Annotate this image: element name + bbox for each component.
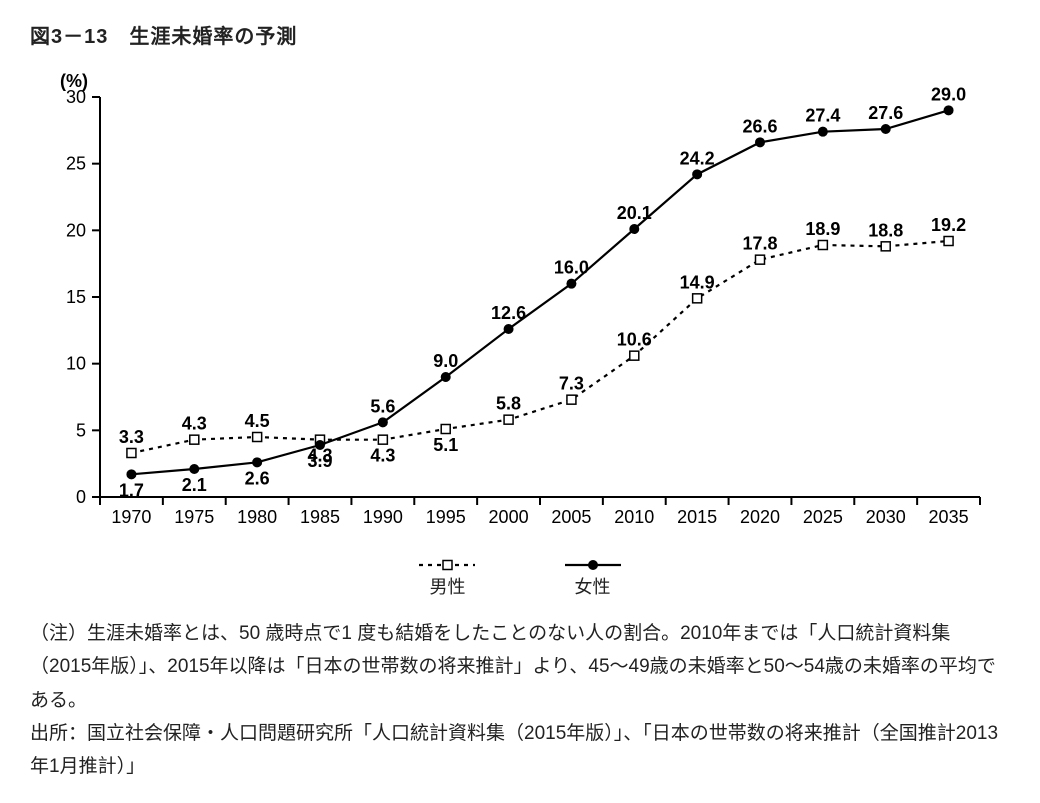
legend-item-male: 男性 [417, 557, 477, 599]
svg-text:27.4: 27.4 [805, 106, 840, 126]
svg-text:3.3: 3.3 [119, 427, 144, 447]
svg-text:24.2: 24.2 [680, 148, 715, 168]
line-chart-svg: (%)0510152025301970197519801985199019952… [40, 67, 1000, 547]
svg-text:10.6: 10.6 [617, 330, 652, 350]
chart-notes: （注）生涯未婚率とは、50 歳時点で1 度も結婚をしたことのない人の割合。201… [30, 617, 1010, 783]
svg-text:2020: 2020 [740, 507, 780, 527]
note-line-2: 出所：国立社会保障・人口問題研究所「人口統計資料集（2015年版）」、「日本の世… [30, 717, 1010, 784]
legend-item-female: 女性 [563, 557, 623, 599]
svg-text:4.3: 4.3 [370, 446, 395, 466]
svg-text:16.0: 16.0 [554, 258, 589, 278]
svg-text:2.6: 2.6 [245, 468, 270, 488]
svg-text:0: 0 [76, 487, 86, 507]
svg-text:19.2: 19.2 [931, 215, 966, 235]
svg-text:25: 25 [66, 154, 86, 174]
svg-text:20: 20 [66, 220, 86, 240]
svg-text:15: 15 [66, 287, 86, 307]
legend-label-female: 女性 [575, 577, 611, 597]
svg-text:12.6: 12.6 [491, 303, 526, 323]
svg-text:17.8: 17.8 [742, 234, 777, 254]
svg-text:29.0: 29.0 [931, 84, 966, 104]
svg-text:5.8: 5.8 [496, 394, 521, 414]
svg-text:10: 10 [66, 354, 86, 374]
svg-text:2030: 2030 [866, 507, 906, 527]
svg-text:18.8: 18.8 [868, 220, 903, 240]
svg-text:30: 30 [66, 87, 86, 107]
svg-text:1.7: 1.7 [119, 480, 144, 500]
chart-title: 図3－13 生涯未婚率の予測 [30, 20, 1010, 49]
svg-text:18.9: 18.9 [805, 219, 840, 239]
svg-text:26.6: 26.6 [742, 116, 777, 136]
svg-text:1990: 1990 [363, 507, 403, 527]
svg-text:2025: 2025 [803, 507, 843, 527]
svg-text:3.9: 3.9 [307, 451, 332, 471]
svg-text:1995: 1995 [426, 507, 466, 527]
svg-text:2000: 2000 [489, 507, 529, 527]
svg-text:1985: 1985 [300, 507, 340, 527]
svg-text:5: 5 [76, 420, 86, 440]
chart-area: (%)0510152025301970197519801985199019952… [40, 67, 1000, 547]
svg-text:2005: 2005 [551, 507, 591, 527]
svg-text:4.5: 4.5 [245, 411, 270, 431]
legend-label-male: 男性 [429, 577, 465, 597]
svg-text:2.1: 2.1 [182, 475, 207, 495]
svg-text:1975: 1975 [174, 507, 214, 527]
svg-text:9.0: 9.0 [433, 351, 458, 371]
svg-text:5.1: 5.1 [433, 435, 458, 455]
svg-text:4.3: 4.3 [182, 414, 207, 434]
svg-text:1970: 1970 [111, 507, 151, 527]
svg-text:27.6: 27.6 [868, 103, 903, 123]
svg-text:7.3: 7.3 [559, 374, 584, 394]
svg-text:2035: 2035 [929, 507, 969, 527]
svg-text:2010: 2010 [614, 507, 654, 527]
svg-text:14.9: 14.9 [680, 272, 715, 292]
legend: 男性 女性 [30, 557, 1010, 599]
svg-text:2015: 2015 [677, 507, 717, 527]
svg-text:1980: 1980 [237, 507, 277, 527]
svg-text:5.6: 5.6 [370, 396, 395, 416]
svg-text:20.1: 20.1 [617, 203, 652, 223]
note-line-1: （注）生涯未婚率とは、50 歳時点で1 度も結婚をしたことのない人の割合。201… [30, 617, 1010, 717]
